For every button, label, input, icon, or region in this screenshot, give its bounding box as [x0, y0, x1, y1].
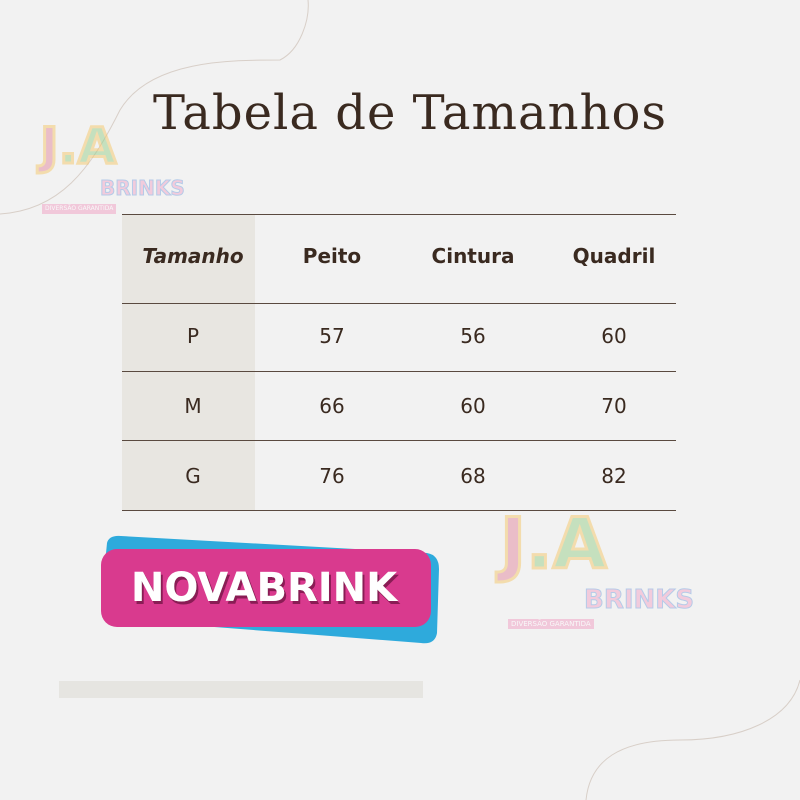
cell-peito: 57 [319, 324, 345, 348]
logo-tagline: DIVERSÃO GARANTIDA [42, 204, 117, 214]
logo-letters: J.A [498, 503, 608, 585]
table-divider [122, 371, 676, 372]
table-divider [122, 510, 676, 511]
header-tamanho: Tamanho [142, 244, 244, 268]
logo-word: BRINKS [100, 176, 186, 201]
table-divider [122, 303, 676, 304]
novabrink-badge: NOVABRINK [101, 535, 439, 644]
cell-quadril: 60 [601, 324, 627, 348]
header-peito: Peito [302, 244, 362, 268]
logo-tagline: DIVERSÃO GARANTIDA [508, 619, 594, 629]
cell-size: P [186, 324, 200, 348]
cell-quadril: 70 [601, 394, 627, 418]
cell-cintura: 60 [460, 394, 486, 418]
table-divider [122, 214, 676, 215]
cell-size: G [185, 464, 201, 488]
cell-peito: 76 [319, 464, 345, 488]
header-cintura: Cintura [431, 244, 515, 268]
novabrink-text: NOVABRINK [131, 565, 399, 611]
header-quadril: Quadril [572, 244, 656, 268]
ja-brinks-logo: J.A BRINKS DIVERSÃO GARANTIDA [39, 117, 200, 223]
ja-brinks-logo: J.A BRINKS DIVERSÃO GARANTIDA [498, 503, 700, 645]
cell-cintura: 56 [460, 324, 486, 348]
cell-quadril: 82 [601, 464, 627, 488]
cell-cintura: 68 [460, 464, 486, 488]
footer-bar [59, 681, 423, 698]
size-column-shade [122, 214, 255, 510]
cell-peito: 66 [319, 394, 345, 418]
logo-word: BRINKS [583, 585, 695, 616]
cell-size: M [184, 394, 202, 418]
table-divider [122, 440, 676, 441]
page-title: Tabela de Tamanhos [152, 85, 668, 141]
logo-letters: J.A [39, 117, 118, 176]
novabrink-logo: NOVABRINK [97, 533, 447, 652]
